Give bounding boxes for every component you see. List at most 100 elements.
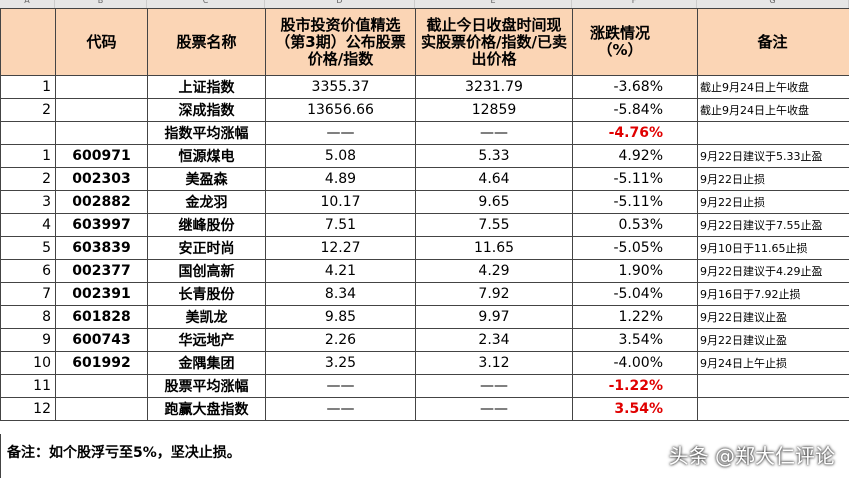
table-cell: 603839 [55, 236, 148, 260]
table-cell: 长青股份 [147, 282, 266, 306]
table-row: 11 股票平均涨幅 —— —— -1.22% [0, 374, 849, 398]
table-cell: 9.85 [265, 305, 416, 329]
table-cell: 603997 [55, 213, 148, 237]
watermark: 头条 @郑大仁评论 [668, 444, 835, 468]
table-cell: 9 [0, 328, 56, 352]
table-cell: —— [415, 121, 573, 145]
table-cell: 11 [0, 374, 56, 398]
table-cell: -5.11% [572, 167, 698, 191]
table-cell: 股票平均涨幅 [147, 374, 266, 398]
table-cell: 4 [0, 213, 56, 237]
table-cell: 2 [0, 167, 56, 191]
table-cell: 4.29 [415, 259, 573, 283]
table-cell: 美凯龙 [147, 305, 266, 329]
table-cell: 跑赢大盘指数 [147, 397, 266, 421]
header-cell: 备注 [697, 8, 849, 76]
table-cell: 600743 [55, 328, 148, 352]
table-cell: 2.34 [415, 328, 573, 352]
table-cell: 8.34 [265, 282, 416, 306]
header-cell: 代码 [55, 8, 148, 76]
table-cell: 华远地产 [147, 328, 266, 352]
table-cell: -5.84% [572, 98, 698, 122]
table-cell: 12 [0, 397, 56, 421]
table-cell [697, 374, 849, 398]
table-cell: 恒源煤电 [147, 144, 266, 168]
table-row: 1 600971 恒源煤电 5.08 5.33 4.92% 9月22日建议于5.33止盈 [0, 144, 849, 168]
table-cell: 0.53% [572, 213, 698, 237]
table-cell: 9.65 [415, 190, 573, 214]
table-row: 1 上证指数 3355.37 3231.79 -3.68% 截止9月24日上午收盘 [0, 75, 849, 99]
table-cell: 4.21 [265, 259, 416, 283]
table-row: 12 跑赢大盘指数 —— —— 3.54% [0, 397, 849, 421]
table-cell: -5.05% [572, 236, 698, 260]
table-cell: 5 [0, 236, 56, 260]
table-cell: 3231.79 [415, 75, 573, 99]
table-cell: 安正时尚 [147, 236, 266, 260]
table-cell: 9月22日建议于5.33止盈 [697, 144, 849, 168]
table-cell: 11.65 [415, 236, 573, 260]
note: 备注：如个股浮亏至5%，坚决止损。 [0, 434, 849, 478]
table-cell: 国创高新 [147, 259, 266, 283]
table-cell: 9月22日止损 [697, 190, 849, 214]
table-cell: 3 [0, 190, 56, 214]
table-cell: 7.51 [265, 213, 416, 237]
table-cell: 5.33 [415, 144, 573, 168]
table-cell: 5.08 [265, 144, 416, 168]
table-cell [55, 98, 148, 122]
column-letter: F [572, 0, 697, 8]
table-cell: 3355.37 [265, 75, 416, 99]
table-cell: 6 [0, 259, 56, 283]
table-cell: 3.25 [265, 351, 416, 375]
table-row: 2 002303 美盈森 4.89 4.64 -5.11% 9月22日止损 [0, 167, 849, 191]
table-cell [0, 121, 56, 145]
table-row: 5 603839 安正时尚 12.27 11.65 -5.05% 9月10日于11.65止损 [0, 236, 849, 260]
table-cell: 9.97 [415, 305, 573, 329]
table-cell: —— [265, 397, 416, 421]
table-cell: 9月22日建议于4.29止盈 [697, 259, 849, 283]
table-cell: -3.68% [572, 75, 698, 99]
table-cell: 002391 [55, 282, 148, 306]
table-cell: 9月22日建议止盈 [697, 328, 849, 352]
table-cell: 002882 [55, 190, 148, 214]
table-cell: 002377 [55, 259, 148, 283]
table-cell: 1.90% [572, 259, 698, 283]
table-cell: 2.26 [265, 328, 416, 352]
table-cell: 截止9月24日上午收盘 [697, 75, 849, 99]
table-cell: 1 [0, 144, 56, 168]
table-cell: 指数平均涨幅 [147, 121, 266, 145]
table-cell [697, 121, 849, 145]
table-cell: 9月22日止损 [697, 167, 849, 191]
table-cell: 4.92% [572, 144, 698, 168]
table-cell: 601992 [55, 351, 148, 375]
table-cell [697, 397, 849, 421]
table-cell: 上证指数 [147, 75, 266, 99]
table-cell: 4.89 [265, 167, 416, 191]
stock-table: 代码 股票名称 股市投资价值精选（第3期）公布股票价格/指数 截止今日收盘时间现实股票… [0, 8, 849, 421]
table-row: 指数平均涨幅 —— —— -4.76% [0, 121, 849, 145]
table-cell: —— [265, 121, 416, 145]
table-cell: 金龙羽 [147, 190, 266, 214]
table-row: 8 601828 美凯龙 9.85 9.97 1.22% 9月22日建议止盈 [0, 305, 849, 329]
table-cell: -4.00% [572, 351, 698, 375]
table-cell: 截止9月24日上午收盘 [697, 98, 849, 122]
table-cell: 12.27 [265, 236, 416, 260]
table-cell: 1 [0, 75, 56, 99]
table-cell: 2 [0, 98, 56, 122]
table-cell: 9月22日建议止盈 [697, 305, 849, 329]
table-row: 10 601992 金隅集团 3.25 3.12 -4.00% 9月24日上午止损 [0, 351, 849, 375]
table-cell: 12859 [415, 98, 573, 122]
table-cell: 002303 [55, 167, 148, 191]
table-cell: -5.04% [572, 282, 698, 306]
header-cell: 截止今日收盘时间现实股票价格/指数/已卖出价格 [415, 8, 573, 76]
table-cell: 9月16日于7.92止损 [697, 282, 849, 306]
table-cell: 深成指数 [147, 98, 266, 122]
table-cell: 13656.66 [265, 98, 416, 122]
table-cell: 3.54% [572, 328, 698, 352]
table-cell: 7 [0, 282, 56, 306]
header-row: 代码 股票名称 股市投资价值精选（第3期）公布股票价格/指数 截止今日收盘时间现实股票… [0, 8, 849, 76]
header-cell: 股市投资价值精选（第3期）公布股票价格/指数 [265, 8, 416, 76]
table-cell: -4.76% [572, 121, 698, 145]
column-letter: G [697, 0, 849, 8]
column-letter: C [147, 0, 265, 8]
